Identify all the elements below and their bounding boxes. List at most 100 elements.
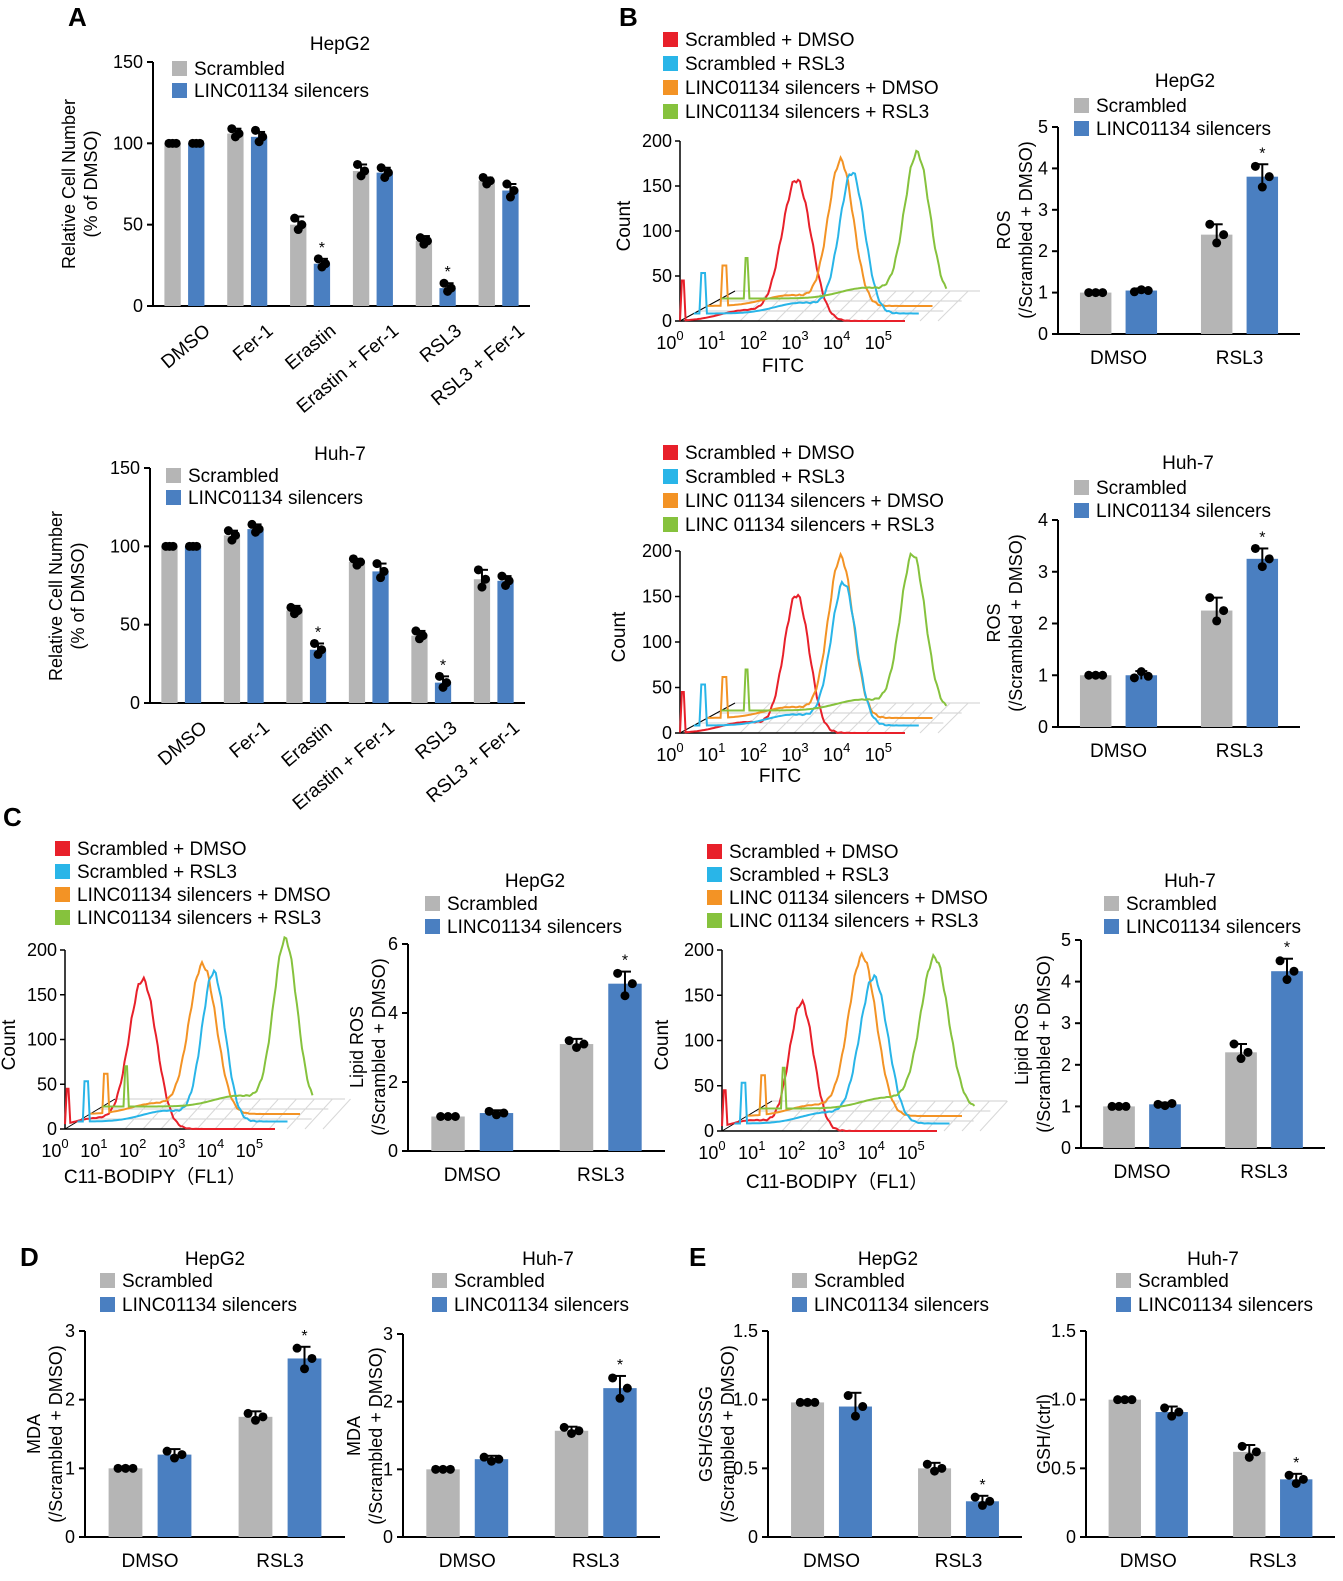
offset-hatch	[979, 1100, 1008, 1132]
data-point	[567, 1428, 577, 1438]
data-point	[473, 565, 483, 575]
x-category-label: DMSO	[122, 1551, 179, 1572]
data-point	[486, 1456, 496, 1466]
x-tick-exponent: 3	[838, 1138, 845, 1153]
legend-swatch	[55, 864, 70, 879]
data-point	[170, 1453, 180, 1463]
data-point	[1174, 1407, 1184, 1417]
bar-linc01134-silencers-rsl3	[287, 1358, 322, 1537]
y-tick-label: 0	[704, 1121, 714, 1141]
data-point	[1251, 1447, 1261, 1457]
y-tick-label: 100	[113, 133, 143, 153]
data-point	[1091, 288, 1101, 298]
bar-scrambled-rsl3	[554, 1430, 589, 1537]
bar-scrambled-rsl3	[1200, 234, 1233, 334]
x-category-label: Erastin	[278, 717, 337, 771]
x-category-label: DMSO	[1114, 1162, 1171, 1183]
data-point	[434, 671, 444, 681]
data-point	[1084, 670, 1094, 680]
legend-swatch	[1074, 503, 1089, 518]
x-tick-exponent: 2	[760, 328, 767, 343]
chart-title: HepG2	[858, 1249, 918, 1270]
legend-swatch	[172, 61, 187, 76]
data-point	[810, 1397, 820, 1407]
x-tick-base: 10	[119, 1141, 139, 1161]
x-tick-base: 10	[781, 333, 801, 353]
x-tick-label: 102	[740, 328, 767, 353]
x-category-label: DMSO	[439, 1551, 496, 1572]
x-category-label: DMSO	[154, 717, 211, 770]
panel-letter-d: D	[20, 1242, 39, 1272]
bar-linc01134-silencers-dmso	[1149, 1104, 1181, 1148]
data-point	[360, 166, 370, 176]
y-tick-label: 0.5	[733, 1458, 758, 1478]
legend-swatch	[792, 1297, 807, 1312]
y-tick-label: 3	[1038, 562, 1048, 582]
legend-swatch	[707, 890, 722, 905]
data-point	[1153, 1099, 1163, 1109]
data-point	[223, 526, 233, 536]
data-point	[379, 566, 389, 576]
x-tick-base: 10	[740, 333, 760, 353]
y-tick-label: 2	[1061, 1055, 1071, 1075]
bar-linc01134-silencers-rsl3	[603, 1388, 637, 1537]
y-tick-label: 50	[37, 1074, 57, 1094]
y-tick-label: 4	[1038, 510, 1048, 530]
x-tick-exponent: 0	[718, 1138, 725, 1153]
x-tick-base: 10	[197, 1141, 217, 1161]
data-point	[608, 1373, 618, 1383]
x-tick-label: 105	[236, 1136, 263, 1161]
offset-hatch	[214, 1098, 243, 1130]
x-tick-base: 10	[656, 333, 676, 353]
bar-linc01134-silencers-fer-1	[247, 529, 264, 703]
y-axis-label-line: Relative Cell Number	[59, 99, 79, 269]
data-point	[622, 1383, 632, 1393]
chart-title: HepG2	[505, 871, 565, 892]
bar-linc01134-silencers-dmso	[479, 1113, 514, 1151]
legend-label: Scrambled + DMSO	[685, 443, 854, 464]
y-tick-label: 150	[642, 176, 672, 196]
legend-swatch	[55, 887, 70, 902]
legend-label: Scrambled + RSL3	[77, 862, 237, 883]
bar-linc01134-silencers-dmso	[1125, 290, 1158, 334]
y-tick-label: 0	[383, 1527, 393, 1547]
bar-linc01134-silencers-erastin	[309, 649, 327, 703]
legend-swatch	[1104, 896, 1119, 911]
data-point	[297, 220, 307, 230]
y-axis-label-line: (% of DMSO)	[68, 542, 88, 649]
y-tick-label: 0	[1038, 324, 1048, 344]
y-axis-label-line: MDA	[24, 1414, 44, 1454]
data-point	[290, 213, 300, 223]
x-tick-base: 10	[781, 745, 801, 765]
y-tick-label: 1.0	[733, 1390, 758, 1410]
legend-label: Scrambled	[814, 1271, 905, 1292]
bar-linc01134-silencers-dmso	[1125, 675, 1158, 727]
x-tick-base: 10	[158, 1141, 178, 1161]
legend-swatch	[663, 517, 678, 532]
data-point	[1237, 1441, 1247, 1451]
x-tick-label: 100	[656, 740, 683, 765]
data-point	[494, 1454, 504, 1464]
data-point	[850, 1411, 860, 1421]
data-point	[502, 179, 512, 189]
x-tick-exponent: 1	[718, 328, 725, 343]
legend-swatch	[432, 1297, 447, 1312]
data-point	[438, 1464, 448, 1474]
bar-scrambled-dmso	[1103, 1106, 1135, 1148]
y-tick-label: 4	[1038, 158, 1048, 178]
y-tick-label: 50	[652, 678, 672, 698]
histogram-linc01134-silencers-rsl3	[721, 149, 948, 300]
x-category-label: RSL3	[412, 717, 462, 764]
offset-hatch	[739, 290, 771, 322]
chart-title: Huh-7	[1164, 871, 1216, 892]
legend-label: Scrambled + DMSO	[685, 30, 854, 51]
x-category-label: RSL3	[1216, 348, 1264, 369]
data-point	[376, 163, 386, 173]
data-point	[1236, 1054, 1246, 1064]
bar-scrambled-rsl3	[918, 1468, 952, 1537]
x-tick-base: 10	[865, 745, 885, 765]
legend-swatch	[663, 493, 678, 508]
x-category-label: DMSO	[803, 1551, 860, 1572]
x-tick-exponent: 4	[878, 1138, 885, 1153]
offset-hatch	[919, 290, 951, 322]
